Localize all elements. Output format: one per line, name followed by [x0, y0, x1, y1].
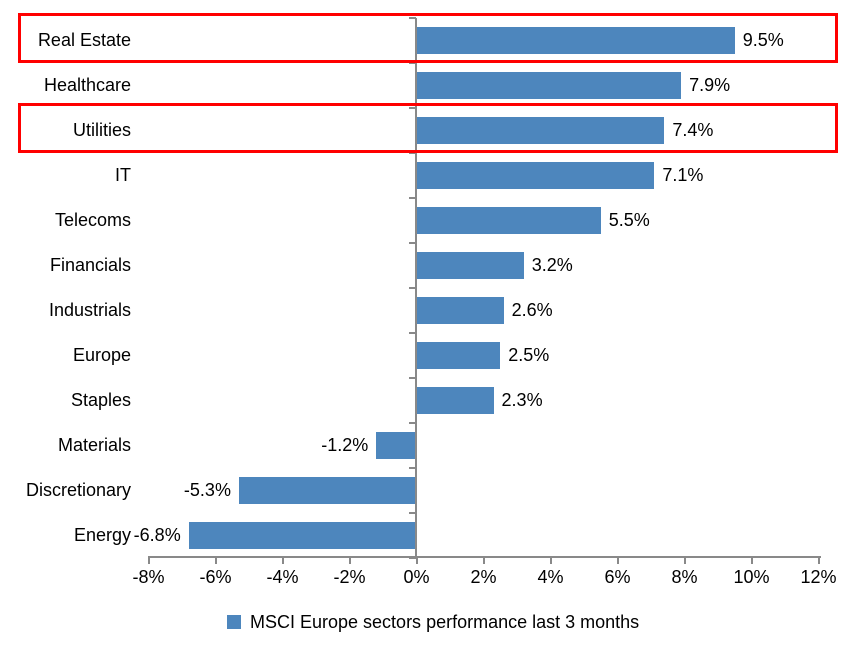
value-label-it: 7.1% [662, 165, 704, 185]
bar-financials [416, 252, 524, 279]
x-axis-tick [817, 556, 820, 564]
bar-staples [416, 387, 494, 414]
x-axis-tick [750, 556, 753, 564]
y-axis-tick [408, 17, 416, 19]
y-axis-tick [408, 467, 416, 469]
value-label-europe: 2.5% [508, 345, 550, 365]
value-label-discretionary: -5.3% [183, 480, 231, 500]
x-axis-tick [683, 556, 686, 564]
bar-energy [188, 522, 417, 549]
bar-it [416, 162, 655, 189]
category-label-discretionary: Discretionary [25, 480, 131, 500]
category-label-telecoms: Telecoms [54, 210, 131, 230]
x-axis-tick [348, 556, 351, 564]
value-label-materials: -1.2% [321, 435, 369, 455]
category-label-real-estate: Real Estate [37, 30, 131, 50]
x-axis-tick [482, 556, 485, 564]
x-axis-tick [549, 556, 552, 564]
value-label-energy: -6.8% [133, 525, 181, 545]
legend-label: MSCI Europe sectors performance last 3 m… [250, 612, 640, 632]
y-axis-tick [408, 512, 416, 514]
value-label-utilities: 7.4% [672, 120, 714, 140]
value-label-telecoms: 5.5% [608, 210, 650, 230]
category-label-energy: Energy [73, 525, 131, 545]
bar-telecoms [416, 207, 601, 234]
y-axis-tick [408, 422, 416, 424]
category-label-it: IT [115, 165, 131, 185]
bar-healthcare [416, 72, 682, 99]
category-label-europe: Europe [72, 345, 131, 365]
x-axis-tick [214, 556, 217, 564]
x-tick-label-8pct: 8% [671, 567, 698, 587]
x-tick-label-2pct: 2% [470, 567, 497, 587]
y-axis-tick [408, 332, 416, 334]
bar-europe [416, 342, 501, 369]
y-axis-tick [408, 197, 416, 199]
x-tick-label--2pct: -2% [333, 567, 366, 587]
x-axis-line [148, 556, 821, 558]
y-axis-tick [408, 377, 416, 379]
y-axis-tick [408, 287, 416, 289]
y-axis-line [415, 18, 417, 558]
bar-utilities [416, 117, 665, 144]
bar-materials [376, 432, 417, 459]
value-label-financials: 3.2% [531, 255, 573, 275]
x-tick-label-4pct: 4% [537, 567, 564, 587]
value-label-real-estate: 9.5% [742, 30, 784, 50]
category-label-industrials: Industrials [48, 300, 131, 320]
legend: MSCI Europe sectors performance last 3 m… [227, 610, 639, 634]
value-label-staples: 2.3% [501, 390, 543, 410]
bar-industrials [416, 297, 504, 324]
x-axis-tick [281, 556, 284, 564]
x-tick-label-12pct: 12% [800, 567, 837, 587]
category-label-utilities: Utilities [72, 120, 131, 140]
y-axis-tick [408, 152, 416, 154]
x-tick-label-10pct: 10% [733, 567, 770, 587]
y-axis-tick [408, 107, 416, 109]
x-tick-label-6pct: 6% [604, 567, 631, 587]
x-axis-tick [415, 556, 418, 564]
x-tick-label--6pct: -6% [199, 567, 232, 587]
y-axis-tick [408, 242, 416, 244]
y-axis-tick [408, 62, 416, 64]
x-axis-tick [616, 556, 619, 564]
category-label-financials: Financials [49, 255, 131, 275]
bar-real-estate [416, 27, 735, 54]
bar-discretionary [238, 477, 417, 504]
x-tick-label--8pct: -8% [132, 567, 165, 587]
category-label-staples: Staples [70, 390, 131, 410]
category-label-healthcare: Healthcare [43, 75, 131, 95]
x-axis-tick [147, 556, 150, 564]
y-axis-tick [408, 557, 416, 559]
x-tick-label--4pct: -4% [266, 567, 299, 587]
category-label-materials: Materials [57, 435, 131, 455]
x-tick-label-0pct: 0% [403, 567, 430, 587]
value-label-healthcare: 7.9% [689, 75, 731, 95]
legend-marker-icon [227, 615, 241, 629]
value-label-industrials: 2.6% [511, 300, 553, 320]
